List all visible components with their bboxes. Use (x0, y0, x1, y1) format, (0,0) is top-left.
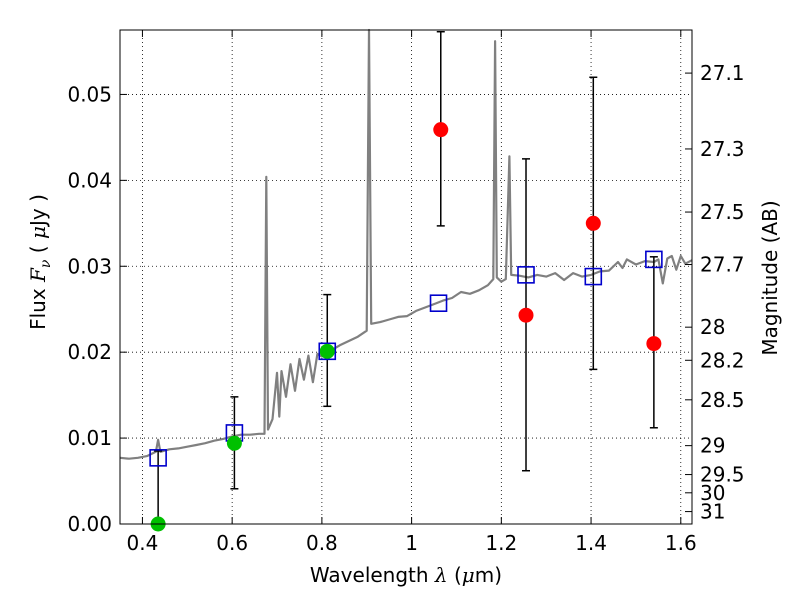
nondetection-point (646, 336, 662, 352)
x-tick-label: 1.2 (485, 531, 517, 555)
model-flux-square (645, 250, 663, 269)
y2-tick-label: 31 (700, 500, 725, 524)
plot-frame (119, 29, 693, 525)
y2-tick-label: 28.5 (700, 388, 745, 412)
y-tick-label: 0.00 (67, 512, 112, 536)
x-tick-label: 0.8 (306, 531, 338, 555)
y2-tick-label: 28 (700, 315, 725, 339)
error-bars (154, 30, 658, 525)
x-tick-label: 0.4 (127, 531, 159, 555)
y2-tick-label: 27.5 (700, 200, 745, 224)
nondetection-point (585, 215, 601, 231)
y-tick-label: 0.04 (67, 168, 112, 192)
axis-ticks: 0.4 0.6 0.8 1 1.2 1.4 1.6 0.00 0.01 0.02 0.03 0.04 0… (67, 30, 745, 555)
x-tick-label: 1.4 (575, 531, 607, 555)
x-tick-label: 1.6 (665, 531, 697, 555)
nondetection-point (518, 307, 534, 323)
observed-flux-markers (150, 122, 662, 532)
y2-tick-label: 27.1 (700, 61, 745, 85)
detection-point (226, 435, 242, 451)
y2-tick-label: 28.2 (700, 348, 745, 372)
y2-tick-label: 29 (700, 434, 725, 458)
model-flux-square (584, 267, 603, 286)
grid-lines (120, 30, 692, 525)
model-flux-square (318, 342, 337, 361)
model-flux-square (149, 449, 167, 467)
y2-tick-label: 29.5 (700, 463, 745, 487)
model-flux-markers (149, 250, 663, 467)
x-tick-label: 1 (405, 531, 418, 555)
x-tick-label: 0.6 (216, 531, 248, 555)
y2-tick-label: 30 (700, 481, 725, 505)
y2-axis-title: Magnitude (AB) (758, 200, 782, 355)
x-axis-title: Wavelength λ (μm) (310, 563, 502, 587)
y2-tick-label: 27.3 (700, 137, 745, 161)
y-tick-label: 0.02 (67, 340, 112, 364)
nondetection-point (433, 122, 449, 138)
detection-point (319, 343, 335, 359)
model-flux-square (429, 294, 448, 313)
template-spectrum (119, 28, 693, 460)
y-tick-label: 0.05 (67, 82, 112, 106)
y2-tick-label: 27.7 (700, 253, 745, 277)
model-flux-square (517, 266, 535, 284)
y-axis-title: Flux Fν ( μJy ) (26, 194, 54, 330)
y-tick-label: 0.03 (67, 254, 112, 278)
y-tick-label: 0.01 (67, 426, 112, 450)
template-spectrum-line (119, 28, 693, 460)
